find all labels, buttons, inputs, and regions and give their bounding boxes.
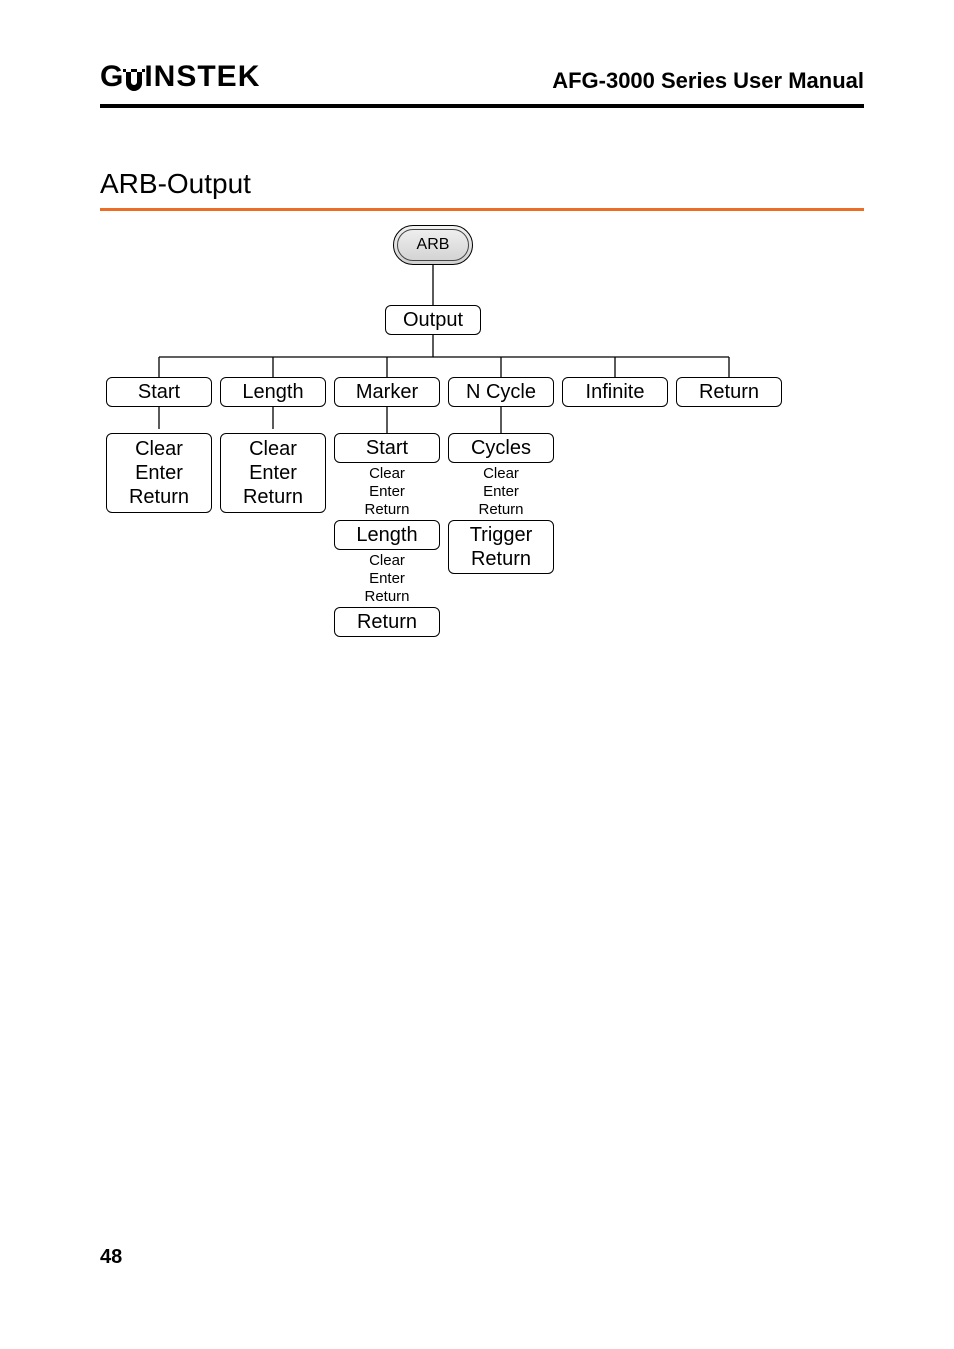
marker-return-box: Return bbox=[334, 607, 440, 637]
sub-start-clear: Clear bbox=[135, 437, 183, 461]
section-divider bbox=[100, 208, 864, 211]
header-divider bbox=[100, 104, 864, 108]
marker-start-return: Return bbox=[334, 501, 440, 519]
menu-ncycle: N Cycle bbox=[448, 377, 554, 407]
marker-length-box: Length bbox=[334, 520, 440, 550]
brand-u-icon bbox=[123, 69, 145, 95]
submenu-start-box: Clear Enter Return bbox=[106, 433, 212, 513]
menu-start-label: Start bbox=[138, 381, 180, 404]
menu-marker-label: Marker bbox=[356, 381, 418, 404]
ncycle-cycles-sub: Clear Enter Return bbox=[448, 465, 554, 519]
sub-length-return: Return bbox=[243, 485, 303, 509]
ncycle-trigger-return-box: Trigger Return bbox=[448, 520, 554, 574]
marker-start-enter: Enter bbox=[334, 483, 440, 501]
menu-start: Start bbox=[106, 377, 212, 407]
ncycle-cycles-clear: Clear bbox=[448, 465, 554, 483]
sub-length-enter: Enter bbox=[249, 461, 297, 485]
menu-infinite-label: Infinite bbox=[586, 381, 645, 404]
marker-length-return: Return bbox=[334, 588, 440, 606]
ncycle-cycles-return: Return bbox=[448, 501, 554, 519]
submenu-length-box: Clear Enter Return bbox=[220, 433, 326, 513]
menu-marker: Marker bbox=[334, 377, 440, 407]
brand-suffix: INSTEK bbox=[144, 60, 260, 94]
menu-tree-diagram: ARB Output Start Length Marker N Cycle I… bbox=[100, 217, 860, 657]
marker-start-label: Start bbox=[366, 437, 408, 460]
menu-length: Length bbox=[220, 377, 326, 407]
sub-start-return: Return bbox=[129, 485, 189, 509]
marker-start-clear: Clear bbox=[334, 465, 440, 483]
page-number: 48 bbox=[100, 1246, 122, 1269]
page-header: G INSTEK AFG-3000 Series User Manual bbox=[100, 60, 864, 102]
menu-ncycle-label: N Cycle bbox=[466, 381, 536, 404]
section-title: ARB-Output bbox=[100, 168, 864, 200]
menu-length-label: Length bbox=[242, 381, 303, 404]
ncycle-cycles-box: Cycles bbox=[448, 433, 554, 463]
marker-length-label: Length bbox=[356, 524, 417, 547]
arb-button: ARB bbox=[393, 225, 473, 265]
marker-return-label: Return bbox=[357, 611, 417, 634]
arb-label: ARB bbox=[417, 236, 450, 254]
brand-logo: G INSTEK bbox=[100, 60, 260, 94]
brand-prefix: G bbox=[100, 60, 124, 94]
menu-return: Return bbox=[676, 377, 782, 407]
menu-output-label: Output bbox=[403, 309, 463, 332]
marker-length-enter: Enter bbox=[334, 570, 440, 588]
menu-infinite: Infinite bbox=[562, 377, 668, 407]
menu-return-label: Return bbox=[699, 381, 759, 404]
marker-start-box: Start bbox=[334, 433, 440, 463]
sub-start-enter: Enter bbox=[135, 461, 183, 485]
marker-length-sub: Clear Enter Return bbox=[334, 552, 440, 606]
ncycle-cycles-enter: Enter bbox=[448, 483, 554, 501]
menu-output: Output bbox=[385, 305, 481, 335]
marker-length-clear: Clear bbox=[334, 552, 440, 570]
marker-start-sub: Clear Enter Return bbox=[334, 465, 440, 519]
ncycle-cycles-label: Cycles bbox=[471, 437, 531, 460]
ncycle-trigger-label: Trigger bbox=[470, 523, 533, 547]
ncycle-return2-label: Return bbox=[471, 547, 531, 571]
manual-title: AFG-3000 Series User Manual bbox=[552, 68, 864, 94]
sub-length-clear: Clear bbox=[249, 437, 297, 461]
